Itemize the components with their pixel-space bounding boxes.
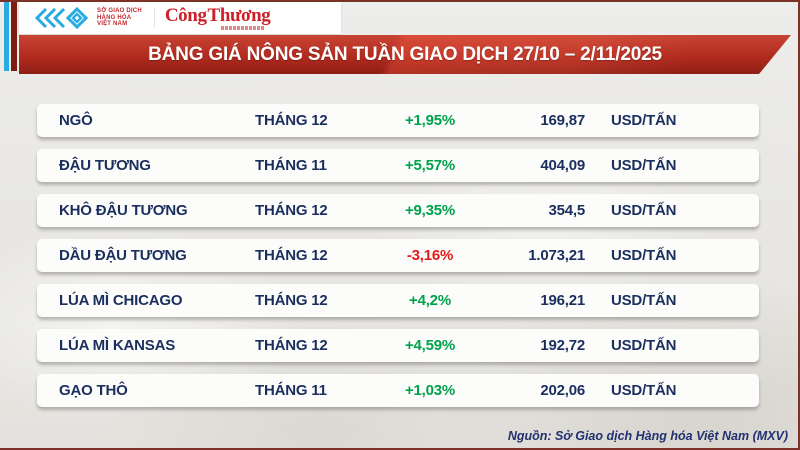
commodity-name: LÚA MÌ CHICAGO [59,292,183,309]
logo-panel: SỞ GIAO DỊCH HÀNG HÓA VIỆT NAM Công Thươ… [19,2,341,34]
contract-month: THÁNG 12 [255,337,328,354]
mxv-logo-icon [34,6,89,30]
price-unit: USD/TẤN [611,202,677,219]
price-table: NGÔ THÁNG 12 +1,95% 169,87 USD/TẤN ĐẬU T… [37,104,759,419]
congthuong-tagline-bar [220,26,265,30]
price-value: 196,21 [540,292,585,309]
contract-month: THÁNG 12 [255,292,328,309]
commodity-name: ĐẬU TƯƠNG [59,157,151,174]
logo-divider [153,8,155,28]
table-row: NGÔ THÁNG 12 +1,95% 169,87 USD/TẤN [37,104,759,137]
price-value: 169,87 [540,112,585,129]
left-cyan-bar [4,0,9,71]
weekly-change: -3,16% [406,247,454,264]
commodity-name: DẦU ĐẬU TƯƠNG [59,247,187,264]
contract-month: THÁNG 11 [255,382,327,399]
price-value: 1.073,21 [528,247,585,264]
price-unit: USD/TẤN [611,247,677,264]
price-unit: USD/TẤN [611,337,677,354]
contract-month: THÁNG 12 [255,112,328,129]
price-value: 354,5 [548,202,585,219]
weekly-change: +9,35% [404,202,456,219]
table-row: LÚA MÌ CHICAGO THÁNG 12 +4,2% 196,21 USD… [37,284,759,317]
weekly-change: +1,95% [404,112,456,129]
price-value: 202,06 [540,382,585,399]
commodity-name: GẠO THÔ [59,382,128,399]
table-row: GẠO THÔ THÁNG 11 +1,03% 202,06 USD/TẤN [37,374,759,407]
title-banner: BẢNG GIÁ NÔNG SẢN TUẦN GIAO DỊCH 27/10 –… [19,35,791,74]
weekly-change: +4,2% [409,292,451,309]
congthuong-logo: Công Thương [165,6,271,30]
weekly-change: +1,03% [404,382,456,399]
price-unit: USD/TẤN [611,157,677,174]
price-unit: USD/TẤN [611,292,677,309]
source-credit: Nguồn: Sở Giao dịch Hàng hóa Việt Nam (M… [507,429,788,443]
contract-month: THÁNG 12 [255,247,328,264]
left-darkred-bar [11,0,17,71]
mxv-logo-text: SỞ GIAO DỊCH HÀNG HÓA VIỆT NAM [97,8,142,28]
contract-month: THÁNG 11 [255,157,327,174]
mxv-logo-line1: SỞ GIAO DỊCH [97,8,142,15]
price-unit: USD/TẤN [611,382,677,399]
contract-month: THÁNG 12 [255,202,328,219]
commodity-name: LÚA MÌ KANSAS [59,337,176,354]
weekly-change: +5,57% [404,157,456,174]
congthuong-logo-text: Công Thương [164,5,271,26]
table-row: DẦU ĐẬU TƯƠNG THÁNG 12 -3,16% 1.073,21 U… [37,239,759,272]
commodity-name: NGÔ [59,112,93,129]
mxv-logo-line2: HÀNG HÓA [97,14,132,21]
price-value: 404,09 [540,157,585,174]
price-value: 192,72 [540,337,585,354]
weekly-change: +4,59% [404,337,456,354]
mxv-logo-line3: VIỆT NAM [97,21,128,28]
table-row: ĐẬU TƯƠNG THÁNG 11 +5,57% 404,09 USD/TẤN [37,149,759,182]
commodity-name: KHÔ ĐẬU TƯƠNG [59,202,188,219]
table-row: KHÔ ĐẬU TƯƠNG THÁNG 12 +9,35% 354,5 USD/… [37,194,759,227]
price-unit: USD/TẤN [611,112,677,129]
page-title: BẢNG GIÁ NÔNG SẢN TUẦN GIAO DỊCH 27/10 –… [148,43,662,65]
table-row: LÚA MÌ KANSAS THÁNG 12 +4,59% 192,72 USD… [37,329,759,362]
